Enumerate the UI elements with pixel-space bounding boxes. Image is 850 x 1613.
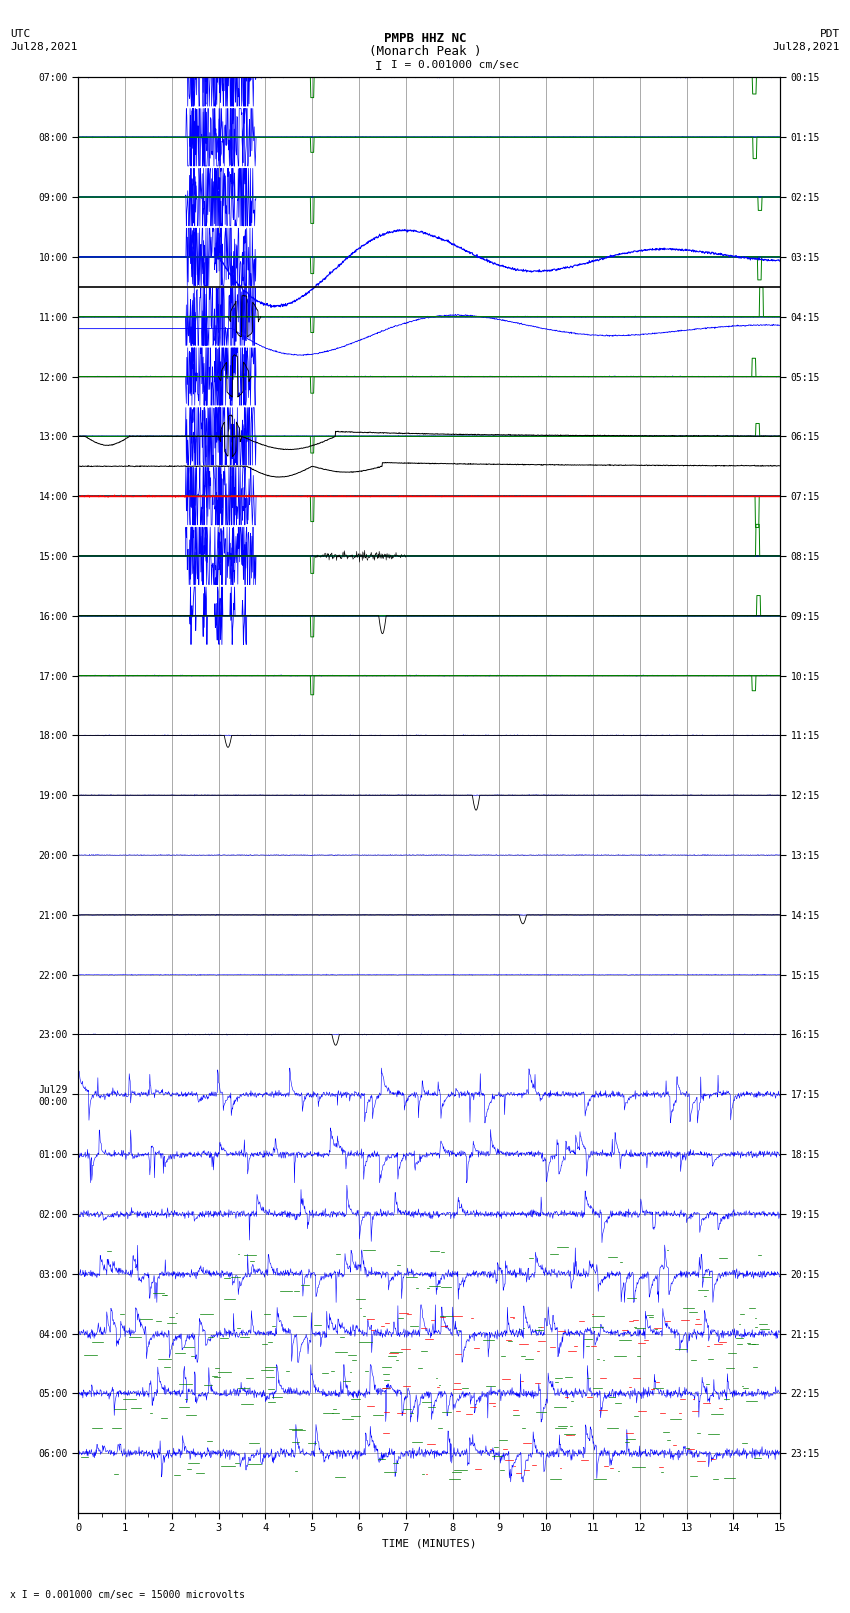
- Text: I = 0.001000 cm/sec: I = 0.001000 cm/sec: [391, 60, 519, 69]
- Text: PMPB HHZ NC: PMPB HHZ NC: [383, 32, 467, 45]
- Text: (Monarch Peak ): (Monarch Peak ): [369, 45, 481, 58]
- Text: PDT: PDT: [819, 29, 840, 39]
- Text: UTC: UTC: [10, 29, 31, 39]
- Text: I: I: [375, 60, 382, 73]
- Text: Jul28,2021: Jul28,2021: [773, 42, 840, 52]
- X-axis label: TIME (MINUTES): TIME (MINUTES): [382, 1539, 477, 1548]
- Text: x I = 0.001000 cm/sec = 15000 microvolts: x I = 0.001000 cm/sec = 15000 microvolts: [10, 1590, 245, 1600]
- Text: Jul28,2021: Jul28,2021: [10, 42, 77, 52]
